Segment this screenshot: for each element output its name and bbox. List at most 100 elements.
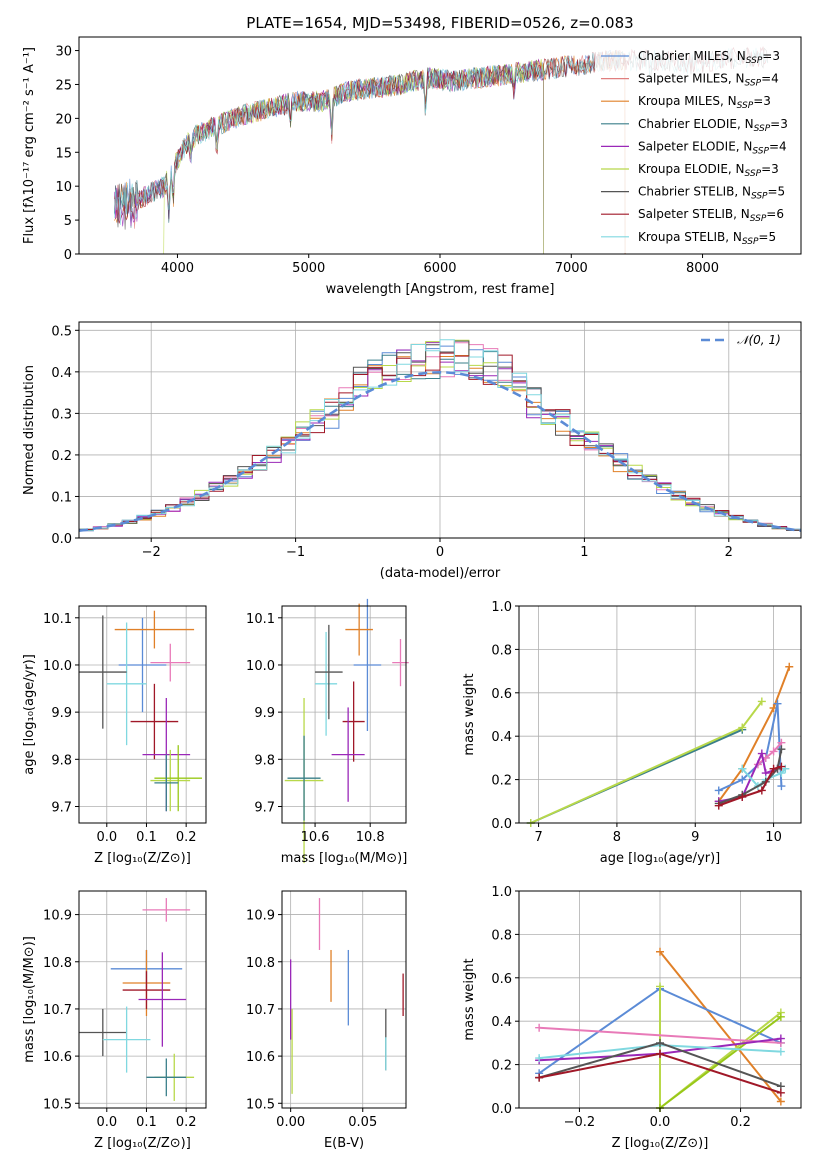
mass_vs_Z-xtick-label: 0.0	[96, 1115, 117, 1130]
residuals-ytick-label: 0.5	[51, 324, 72, 339]
mass_vs_Z-frame	[78, 890, 207, 1109]
massweight_vs_age-point-marker	[714, 801, 723, 810]
massweight_vs_age-xtick-label: 10	[765, 830, 782, 845]
spectrum-legend-label: Salpeter STELIB, NSSP=6	[638, 207, 784, 224]
age_vs_Z-xlabel: Z [log₁₀(Z/Z⊙)]	[94, 851, 191, 866]
massweight_vs_Z-point-marker	[535, 1054, 544, 1063]
massweight_vs_Z-ytick-label: 0.4	[491, 1015, 512, 1030]
mass_vs_ebv-xlabel: E(B-V)	[324, 1136, 364, 1151]
mass_vs_Z-xlabel: Z [log₁₀(Z/Z⊙)]	[94, 1136, 191, 1151]
age_vs_Z-ylabel: age [log₁₀(age/yr)]	[22, 654, 37, 775]
massweight_vs_age-series-line	[530, 700, 763, 824]
residuals-ytick-label: 0.1	[51, 490, 72, 505]
massweight_vs_Z-point-marker	[656, 1038, 664, 1047]
massweight_vs_Z-series-line	[659, 951, 782, 1103]
age_vs_mass-frame	[281, 605, 407, 824]
massweight_vs_age-frame	[518, 605, 802, 824]
age_vs_Z-frame	[78, 605, 207, 824]
massweight_vs_age-ytick-label: 0.8	[491, 643, 512, 658]
mass_vs_ebv-ytick-label: 10.8	[246, 956, 275, 971]
mass_vs_ebv-xtick-label: 0.05	[348, 1115, 377, 1130]
massweight_vs_Z-point-marker	[656, 1049, 664, 1058]
massweight_vs_age-ytick-label: 0.0	[491, 817, 512, 832]
spectrum-ytick-label: 0	[64, 248, 72, 263]
mass_vs_Z-ytick-label: 10.7	[43, 1003, 72, 1018]
massweight_vs_Z-point-marker	[776, 1097, 785, 1106]
age_vs_Z-ytick-label: 9.9	[51, 706, 72, 721]
spectrum-legend-label: Kroupa STELIB, NSSP=5	[638, 230, 776, 247]
mass_vs_ebv-ytick-label: 10.7	[246, 1003, 275, 1018]
massweight_vs_Z-series-line	[659, 986, 782, 1111]
massweight_vs_Z-ytick-label: 1.0	[491, 885, 512, 900]
spectrum-ytick-label: 30	[55, 45, 72, 60]
spectrum-legend-label: Kroupa ELODIE, NSSP=3	[638, 162, 779, 179]
spectrum-ytick-label: 25	[55, 78, 72, 93]
massweight_vs_Z-ytick-label: 0.8	[491, 928, 512, 943]
spectrum-xlabel: wavelength [Angstrom, rest frame]	[326, 282, 555, 297]
massweight_vs_Z-point-marker	[535, 1073, 544, 1082]
massweight_vs_age-point-marker	[757, 749, 766, 758]
mass_vs_Z-ylabel: mass [log₁₀(M/M⊙)]	[22, 936, 37, 1063]
massweight_vs_Z-point-marker	[535, 1023, 544, 1032]
age_vs_Z-ytick-label: 9.8	[51, 753, 72, 768]
massweight_vs_Z-xlabel: Z [log₁₀(Z/Z⊙)]	[612, 1136, 709, 1151]
residuals-xtick-label: 0	[436, 545, 444, 560]
massweight_vs_age-ylabel: mass weight	[462, 673, 477, 755]
massweight_vs_age-ytick-label: 0.6	[491, 687, 512, 702]
mass_vs_Z-ytick-label: 10.6	[43, 1050, 72, 1065]
massweight_vs_Z-point-marker	[776, 1034, 785, 1043]
massweight_vs_age-xtick-label: 7	[534, 830, 542, 845]
massweight_vs_age-point-marker	[769, 764, 778, 773]
mass_vs_ebv-frame	[281, 890, 407, 1109]
age_vs_mass-xlabel: mass [log₁₀(M/M⊙)]	[281, 851, 408, 866]
massweight_vs_age-point-marker	[738, 775, 747, 784]
spectrum-legend-label: Salpeter MILES, NSSP=4	[638, 72, 779, 89]
massweight_vs_Z-series-line	[539, 1026, 781, 1044]
massweight_vs_Z-xtick-label: −0.2	[564, 1115, 596, 1130]
massweight_vs_age-point-marker	[777, 782, 786, 791]
massweight_vs_Z-point-marker	[656, 982, 664, 991]
residuals-ylabel: Normed distribution	[22, 365, 37, 495]
age_vs_mass-ytick-label: 10.0	[246, 659, 275, 674]
massweight_vs_age-point-marker	[773, 699, 782, 708]
massweight_vs_age-point-marker	[738, 764, 747, 773]
massweight_vs_age-point-marker	[777, 762, 786, 771]
massweight_vs_age-ytick-label: 0.4	[491, 730, 512, 745]
figure-title: PLATE=1654, MJD=53498, FIBERID=0526, z=0…	[246, 14, 633, 32]
spectrum-xtick-label: 8000	[686, 261, 719, 276]
spectrum-legend-label: Chabrier ELODIE, NSSP=3	[638, 117, 788, 134]
age_vs_mass-xtick-label: 10.6	[301, 830, 330, 845]
massweight_vs_Z-xtick-label: 0.0	[650, 1115, 671, 1130]
massweight_vs_age-xtick-label: 9	[691, 830, 699, 845]
age_vs_mass-ytick-label: 9.9	[254, 706, 275, 721]
age_vs_Z-xtick-label: 0.1	[136, 830, 157, 845]
spectrum-ylabel: Flux [fλ10⁻¹⁷ erg cm⁻² s⁻¹ A⁻¹]	[22, 47, 37, 244]
massweight_vs_Z-point-marker	[656, 947, 664, 956]
mass_vs_ebv-ytick-label: 10.9	[246, 909, 275, 924]
age_vs_Z-ytick-label: 10.1	[43, 612, 72, 627]
residual-legend-label: 𝒩(0, 1)	[737, 333, 781, 347]
massweight_vs_Z-point-marker	[776, 1047, 785, 1056]
massweight_vs_Z-series-line	[659, 1016, 782, 1109]
residuals-ytick-label: 0.0	[51, 532, 72, 547]
massweight_vs_age-series-line	[757, 742, 783, 766]
residuals-ytick-label: 0.2	[51, 449, 72, 464]
age_vs_Z-xtick-label: 0.0	[96, 830, 117, 845]
massweight_vs_Z-ytick-label: 0.2	[491, 1059, 512, 1074]
spectrum-xtick-label: 6000	[423, 261, 456, 276]
massweight_vs_age-point-marker	[757, 786, 766, 795]
massweight_vs_age-point-marker	[714, 786, 723, 795]
grid-layer	[79, 322, 801, 1109]
text-layer: 4000 5000 6000 7000 8000051015202530waveleng…	[22, 45, 788, 1151]
spectrum-xtick-label: 7000	[555, 261, 588, 276]
spectrum-ytick-label: 5	[64, 214, 72, 229]
mass_vs_Z-ytick-label: 10.9	[43, 909, 72, 924]
age_vs_mass-ytick-label: 9.8	[254, 753, 275, 768]
massweight_vs_age-point-marker	[738, 723, 747, 732]
massweight_vs_age-ytick-label: 1.0	[491, 600, 512, 615]
massweight_vs_age-point-marker	[785, 662, 794, 671]
spectrum-legend-label: Kroupa MILES, NSSP=3	[638, 94, 771, 111]
spectrum-ytick-label: 10	[55, 180, 72, 195]
residuals-ytick-label: 0.4	[51, 366, 72, 381]
massweight_vs_age-point-marker	[738, 792, 747, 801]
